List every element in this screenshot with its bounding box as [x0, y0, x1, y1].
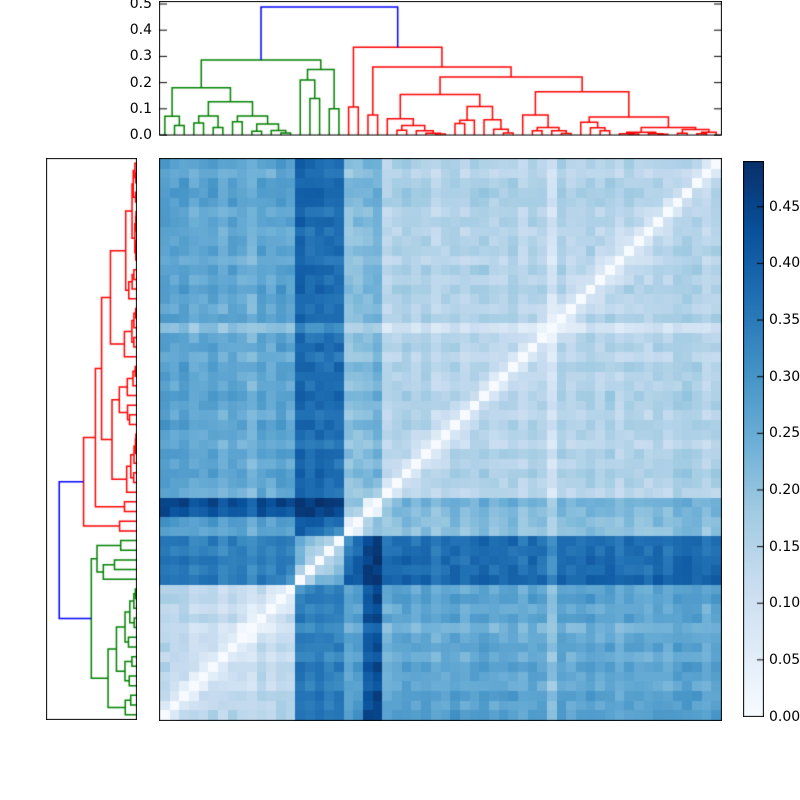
- top-dendrogram-tick-label: 0.0: [129, 127, 152, 143]
- colorbar-tick-label: 0.10: [769, 595, 800, 611]
- colorbar-tick-label: 0.30: [769, 369, 800, 385]
- top-dendrogram: [159, 1, 722, 136]
- colorbar-tick-label: 0.20: [769, 482, 800, 498]
- top-dendrogram-tick-label: 0.5: [129, 0, 152, 12]
- top-dendrogram-tick-label: 0.2: [129, 75, 152, 91]
- top-dendrogram-tick-label: 0.3: [129, 48, 152, 64]
- top-dendrogram-tick-label: 0.1: [129, 101, 152, 117]
- top-dendrogram-tick-label: 0.4: [129, 22, 152, 38]
- colorbar-tick-label: 0.25: [769, 425, 800, 441]
- left-dendrogram: [46, 158, 137, 720]
- colorbar-tick-label: 0.15: [769, 539, 800, 555]
- distance-matrix-heatmap: [159, 158, 722, 721]
- colorbar-tick-label: 0.05: [769, 652, 800, 668]
- colorbar-tick-label: 0.40: [769, 255, 800, 271]
- colorbar: [743, 161, 764, 717]
- colorbar-tick-label: 0.45: [769, 199, 800, 215]
- colorbar-tick-label: 0.00: [769, 709, 800, 725]
- colorbar-tick-label: 0.35: [769, 312, 800, 328]
